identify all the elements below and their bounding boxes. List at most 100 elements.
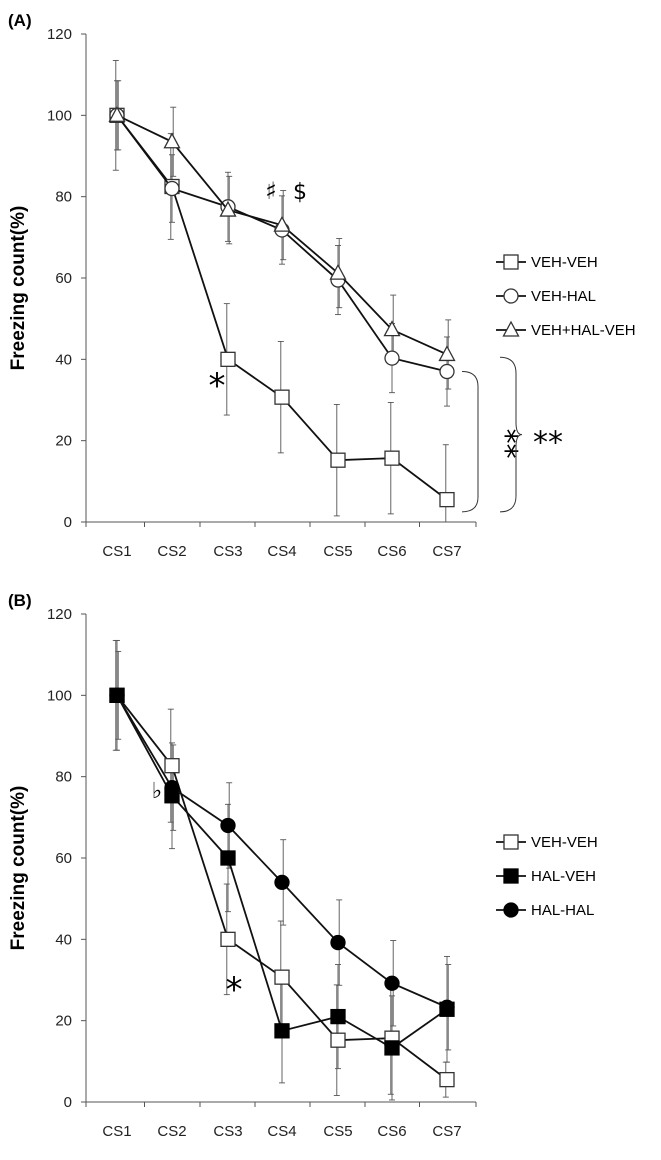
x-tick-label: CS6 (377, 1123, 406, 1140)
y-tick-label: 40 (55, 931, 72, 948)
y-tick-label: 120 (47, 606, 72, 623)
data-point-veh-hal-veh (163, 132, 181, 149)
y-tick-label: 0 (64, 514, 72, 531)
panel-b: (B) Freezing count(%) 0 20 40 60 80 100 120 CS1 CS… (0, 580, 661, 1160)
y-tick-label: 40 (55, 351, 72, 368)
legend-entry: HAL-VEH (496, 868, 596, 885)
comparison-bracket-inner (461, 371, 479, 513)
legend-entry: VEH-HAL (496, 288, 596, 305)
series-line-hal-hal (116, 694, 448, 1009)
data-point-hal-hal (384, 975, 400, 991)
legend-entry: VEH-VEH (496, 254, 598, 271)
significance-double-star-inner: ** (488, 429, 523, 459)
legend-label: HAL-VEH (531, 868, 596, 885)
x-tick-label: CS6 (377, 543, 406, 560)
data-point-hal-hal (439, 999, 455, 1015)
x-tick-label: CS2 (157, 543, 186, 560)
data-point-hal-veh (274, 1023, 290, 1039)
chart-a-svg: (A) Freezing count(%) 0 20 40 60 80 100 120 CS1 CS… (8, 11, 636, 560)
y-tick-label: 20 (55, 433, 72, 450)
data-point-veh-veh (274, 969, 290, 985)
data-point-hal-hal (330, 934, 346, 951)
x-tick-label: CS1 (102, 1123, 131, 1140)
data-point-veh-hal (439, 363, 455, 380)
legend-marker (503, 288, 519, 304)
y-tick-label: 60 (55, 270, 72, 287)
chart-b-svg: (B) Freezing count(%) 0 20 40 60 80 100 120 CS1 CS… (8, 591, 598, 1140)
x-tick-label: CS2 (157, 1123, 186, 1140)
series-markers-hal-hal (109, 687, 455, 1015)
series-markers-veh-veh (109, 107, 455, 508)
data-point-veh-hal (384, 350, 400, 366)
x-tick-label: CS5 (323, 543, 352, 560)
panel-label: (A) (8, 11, 32, 30)
legend-label: VEH-HAL (531, 288, 596, 305)
x-tick-label: CS7 (432, 1123, 461, 1140)
significance-double-star-outer: ** (533, 426, 563, 461)
y-tick-label: 120 (47, 26, 72, 43)
legend-label: VEH-VEH (531, 834, 598, 851)
series-markers-veh-hal-veh (108, 105, 456, 362)
significance-dollar: $ (293, 180, 307, 205)
data-point-veh-veh (164, 758, 180, 774)
legend-label: VEH+HAL-VEH (531, 322, 636, 339)
y-tick-label: 60 (55, 850, 72, 867)
significance-natural: ♮ (170, 781, 178, 806)
data-point-hal-hal (164, 779, 180, 796)
data-point-hal-hal (274, 874, 290, 891)
x-tick-label: CS3 (213, 1123, 242, 1140)
data-point-veh-veh (384, 450, 400, 466)
comparison-brace-outer (499, 356, 523, 513)
y-tick-label: 100 (47, 107, 72, 124)
legend-entry: VEH-VEH (496, 834, 598, 851)
x-tick-label: CS5 (323, 1123, 352, 1140)
data-point-veh-veh (274, 389, 290, 405)
legend-marker (502, 320, 520, 337)
y-tick-label: 80 (55, 769, 72, 786)
legend-entry: VEH+HAL-VEH (496, 320, 636, 339)
legend-marker (503, 254, 519, 270)
data-point-veh-hal-veh (108, 105, 126, 122)
data-point-veh-veh (330, 452, 346, 468)
legend-label: HAL-HAL (531, 902, 594, 919)
x-tick-label: CS3 (213, 543, 242, 560)
data-point-veh-hal-veh (273, 215, 291, 232)
significance-star: * (209, 366, 226, 406)
x-tick-label: CS4 (267, 543, 296, 560)
panel-label: (B) (8, 591, 32, 610)
data-point-hal-hal (109, 687, 125, 703)
legend-entry: HAL-HAL (496, 902, 594, 919)
legend-marker (503, 834, 519, 850)
data-point-hal-hal (220, 817, 236, 834)
x-tick-label: CS4 (267, 1123, 296, 1140)
data-point-veh-hal (164, 180, 180, 197)
significance-flat: ♭ (152, 779, 162, 804)
panel-a: (A) Freezing count(%) 0 20 40 60 80 100 120 CS1 CS… (8, 11, 636, 560)
data-point-veh-hal-veh (219, 200, 237, 217)
data-point-veh-veh (439, 1071, 455, 1088)
data-point-hal-veh (384, 1040, 400, 1056)
y-axis-title: Freezing count(%) (8, 786, 29, 951)
y-axis-title: Freezing count(%) (8, 206, 29, 371)
significance-sharp: ♯ (265, 177, 277, 205)
data-point-veh-veh (439, 491, 455, 508)
data-point-veh-veh (220, 931, 236, 947)
legend-label: VEH-VEH (531, 254, 598, 271)
legend-marker (503, 902, 519, 918)
data-point-veh-veh (220, 351, 236, 367)
data-point-veh-veh (330, 1032, 346, 1048)
significance-star: * (226, 970, 243, 1010)
series-line-veh-veh (116, 114, 448, 501)
data-point-hal-veh (330, 1008, 346, 1025)
y-tick-label: 20 (55, 1013, 72, 1030)
data-point-veh-hal-veh (438, 345, 456, 362)
x-tick-label: CS1 (102, 543, 131, 560)
y-tick-label: 80 (55, 189, 72, 206)
legend-marker (503, 868, 519, 884)
y-tick-label: 100 (47, 687, 72, 704)
data-point-hal-veh (220, 850, 236, 866)
y-tick-label: 0 (64, 1094, 72, 1111)
x-tick-label: CS7 (432, 543, 461, 560)
data-point-veh-hal-veh (329, 263, 347, 280)
error-bars-hal-hal (115, 650, 452, 1051)
